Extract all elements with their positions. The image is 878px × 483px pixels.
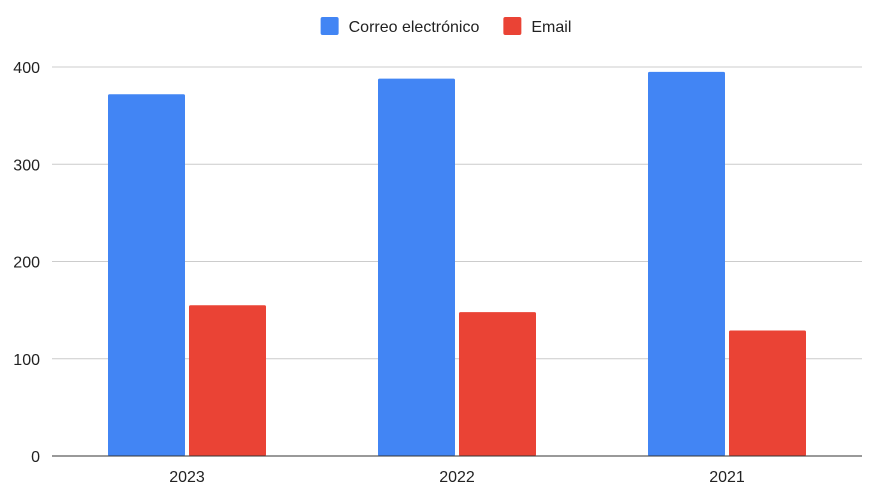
legend-item-0: Correo electrónico bbox=[320, 17, 480, 36]
legend-swatch bbox=[320, 17, 339, 35]
legend-swatch bbox=[503, 17, 522, 35]
legend: Correo electrónico Email bbox=[320, 17, 571, 36]
legend-label: Correo electrónico bbox=[349, 19, 480, 36]
y-tick-label: 200 bbox=[13, 255, 40, 272]
x-tick-label: 2023 bbox=[169, 469, 205, 483]
y-tick-label: 400 bbox=[13, 60, 40, 77]
bar-series bbox=[108, 71, 806, 457]
bar-1-2022 bbox=[459, 312, 536, 456]
x-tick-label: 2021 bbox=[709, 469, 745, 483]
y-gridlines bbox=[52, 66, 862, 360]
bar-0-2021 bbox=[648, 71, 725, 457]
bar-1-2021 bbox=[729, 330, 806, 456]
legend-item-1: Email bbox=[503, 17, 571, 36]
y-tick-label: 100 bbox=[13, 352, 40, 369]
legend-label: Email bbox=[531, 19, 571, 36]
y-axis-tick-labels: 0 100 200 300 400 bbox=[13, 60, 40, 466]
bar-0-2022 bbox=[378, 78, 455, 457]
y-tick-label: 0 bbox=[31, 449, 40, 466]
x-tick-label: 2022 bbox=[439, 469, 475, 483]
bar-0-2023 bbox=[108, 94, 185, 456]
y-tick-label: 300 bbox=[13, 157, 40, 174]
x-axis-tick-labels: 2023 2022 2021 bbox=[169, 469, 745, 483]
bar-1-2023 bbox=[189, 305, 266, 456]
